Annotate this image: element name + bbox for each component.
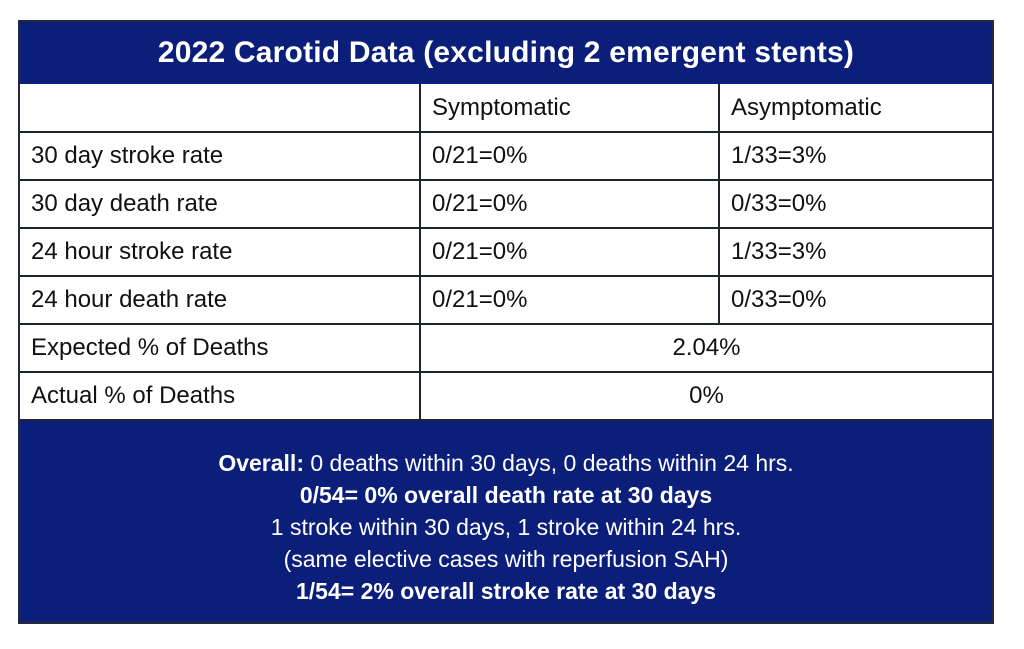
summary-overall-label: Overall: [218, 450, 304, 476]
table-title: 2022 Carotid Data (excluding 2 emergent … [157, 36, 855, 69]
merged-value: 0% [419, 371, 992, 421]
asymptomatic-value: 0/33=0% [718, 275, 992, 325]
table-row: 24 hour death rate 0/21=0% 0/33=0% [20, 275, 992, 325]
symptomatic-value: 0/21=0% [419, 179, 720, 229]
carotid-data-table: Symptomatic Asymptomatic 30 day stroke r… [20, 84, 992, 421]
symptomatic-value: 0/21=0% [419, 275, 720, 325]
table-row: 30 day death rate 0/21=0% 0/33=0% [20, 179, 992, 229]
row-label: 30 day death rate [20, 179, 421, 229]
summary-line-4: (same elective cases with reperfusion SA… [283, 546, 729, 572]
summary-line-1: Overall: 0 deaths within 30 days, 0 deat… [20, 447, 992, 479]
row-label: 24 hour stroke rate [20, 227, 421, 277]
table-row-merged: Actual % of Deaths 0% [20, 371, 992, 421]
symptomatic-value: 0/21=0% [419, 131, 720, 181]
header-empty-cell [20, 84, 421, 133]
carotid-data-panel: 2022 Carotid Data (excluding 2 emergent … [18, 20, 994, 624]
table-row-merged: Expected % of Deaths 2.04% [20, 323, 992, 373]
header-asymptomatic: Asymptomatic [718, 84, 992, 133]
table-header-row: Symptomatic Asymptomatic [20, 84, 992, 133]
merged-value: 2.04% [419, 323, 992, 373]
summary-line-3: 1 stroke within 30 days, 1 stroke within… [270, 514, 742, 540]
header-symptomatic: Symptomatic [419, 84, 720, 133]
overall-summary: Overall: 0 deaths within 30 days, 0 deat… [20, 432, 992, 622]
symptomatic-value: 0/21=0% [419, 227, 720, 277]
table-row: 24 hour stroke rate 0/21=0% 1/33=3% [20, 227, 992, 277]
row-label: 24 hour death rate [20, 275, 421, 325]
row-label: Expected % of Deaths [20, 323, 421, 373]
asymptomatic-value: 0/33=0% [718, 179, 992, 229]
asymptomatic-value: 1/33=3% [718, 131, 992, 181]
row-label: Actual % of Deaths [20, 371, 421, 421]
summary-line-5: 1/54= 2% overall stroke rate at 30 days [295, 578, 716, 604]
summary-line-1-text: 0 deaths within 30 days, 0 deaths within… [303, 450, 794, 476]
row-label: 30 day stroke rate [20, 131, 421, 181]
asymptomatic-value: 1/33=3% [718, 227, 992, 277]
table-row: 30 day stroke rate 0/21=0% 1/33=3% [20, 131, 992, 181]
summary-line-2: 0/54= 0% overall death rate at 30 days [299, 482, 713, 508]
